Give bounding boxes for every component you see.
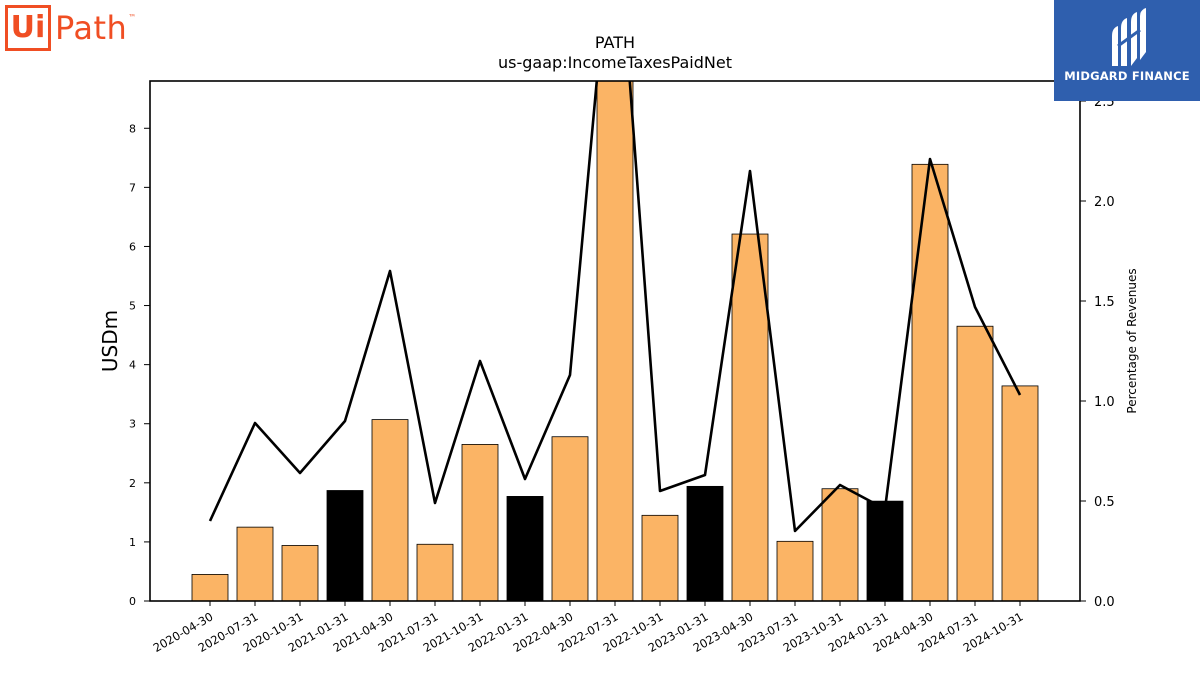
y-tick-label: 7 bbox=[129, 181, 136, 194]
bar-2024-10-31 bbox=[1001, 385, 1039, 601]
bar-2021-10-31 bbox=[461, 444, 499, 601]
y-tick-label: 1 bbox=[129, 536, 136, 549]
bar-2020-07-31 bbox=[236, 526, 274, 601]
bar-2023-01-31 bbox=[686, 485, 724, 601]
uipath-logo-box: Ui bbox=[5, 5, 51, 51]
y-tick-label: 0 bbox=[129, 595, 136, 608]
bar-2022-04-30 bbox=[551, 436, 589, 601]
bar-2022-10-31 bbox=[641, 514, 679, 601]
y-tick-label: 3 bbox=[129, 418, 136, 431]
y-tick-label: 8 bbox=[129, 122, 136, 135]
plot-frame bbox=[149, 80, 1081, 602]
midgard-finance-wordmark: MIDGARD FINANCE bbox=[1064, 69, 1190, 83]
bar-2024-01-31 bbox=[866, 500, 904, 601]
y2-tick-label: 1.0 bbox=[1094, 395, 1115, 410]
midgard-emblem-icon bbox=[1112, 8, 1146, 66]
y-tick-label: 4 bbox=[129, 359, 136, 372]
bar-2021-07-31 bbox=[416, 543, 454, 601]
uipath-logo-word: Path bbox=[55, 9, 128, 47]
y2-tick-label: 2.0 bbox=[1094, 195, 1115, 210]
y-tick-label: 2 bbox=[129, 477, 136, 490]
y-axis-label: USDm bbox=[98, 310, 122, 372]
percentage-of-revenues-line bbox=[208, 81, 1022, 533]
uipath-logo: Ui Path ™ bbox=[5, 5, 136, 51]
bar-2023-10-31 bbox=[821, 488, 859, 601]
bar-2023-04-30 bbox=[731, 233, 769, 601]
chart-subtitle: us-gaap:IncomeTaxesPaidNet bbox=[498, 53, 732, 72]
bar-2022-01-31 bbox=[506, 496, 544, 601]
y-tick-label: 6 bbox=[129, 240, 136, 253]
trademark-mark: ™ bbox=[128, 13, 137, 22]
bar-2022-07-31 bbox=[596, 81, 634, 601]
bar-2023-07-31 bbox=[776, 540, 814, 601]
y2-axis-label: Percentage of Revenues bbox=[1125, 268, 1139, 413]
bar-2024-07-31 bbox=[956, 325, 994, 601]
bar-2020-04-30 bbox=[191, 574, 229, 601]
y-tick-label: 5 bbox=[129, 300, 136, 313]
midgard-finance-logo: MIDGARD FINANCE bbox=[1054, 0, 1200, 101]
bar-2024-04-30 bbox=[911, 163, 949, 601]
bar-2021-01-31 bbox=[326, 490, 364, 601]
y2-tick-label: 1.5 bbox=[1094, 295, 1115, 310]
bar-2020-10-31 bbox=[281, 545, 319, 601]
y2-tick-label: 0.5 bbox=[1094, 495, 1115, 510]
y2-tick-label: 0.0 bbox=[1094, 595, 1115, 610]
bar-2021-04-30 bbox=[371, 419, 409, 601]
chart-title: PATH bbox=[595, 33, 635, 52]
